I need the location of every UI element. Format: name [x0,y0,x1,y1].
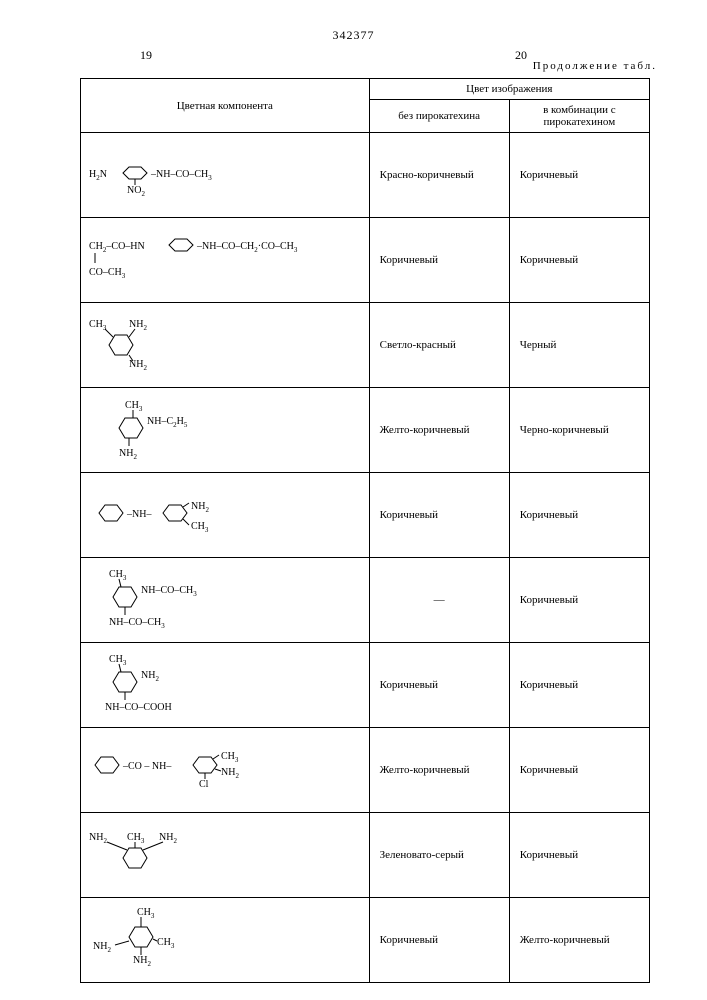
table-row: –NH– NH2 CH3 Коричневый Коричневый [81,473,650,558]
svg-text:CH3: CH3 [89,319,107,332]
cell-with: Коричневый [509,728,649,813]
svg-text:–CO – NH–: –CO – NH– [122,761,172,772]
svg-text:CH3: CH3 [137,907,155,920]
th-without: без пирокатехина [369,100,509,133]
chem-structure-icon: CH3 NH–CO–CH3 NH–CO–CH3 [89,567,269,633]
cell-without: Желто-коричневый [369,388,509,473]
svg-text:NH–CO–CH3: NH–CO–CH3 [109,617,165,630]
cell-without: Зеленовато-серый [369,813,509,898]
svg-text:CH3: CH3 [127,832,145,845]
svg-text:NH–CO–COOH: NH–CO–COOH [105,702,172,713]
formula-cell: CH2–CO–HN –NH–CO–CH2·CO–CH3 CO–CH3 [81,218,370,303]
formula-cell: CH3 NH–C2H5 NH2 [81,388,370,473]
svg-text:CH2–CO–HN: CH2–CO–HN [89,241,145,254]
formula-cell: NH2 CH3 NH2 [81,813,370,898]
formula-cell: –CO – NH– CH3 NH2 Cl [81,728,370,813]
th-image-color: Цвет изображения [369,79,649,100]
chem-structure-icon: CH3 NH2 NH–CO–COOH [89,652,269,718]
chem-structure-icon: CH3 NH2 NH2 [89,315,209,375]
svg-text:NH2: NH2 [159,832,177,845]
cell-with: Коричневый [509,218,649,303]
svg-text:NH2: NH2 [191,501,209,514]
chem-structure-icon: –NH– NH2 CH3 [89,489,289,541]
svg-text:NO2: NO2 [127,185,145,197]
table-row: CH3 NH2 NH2 Светло-красный Черный [81,303,650,388]
page-number-left: 19 [140,48,152,63]
chem-structure-icon: NH2 CH3 NH2 [89,828,249,882]
table-row: CH2–CO–HN –NH–CO–CH2·CO–CH3 CO–CH3 Корич… [81,218,650,303]
chem-structure-icon: H2N –NH–CO–CH3 NO2 [89,153,349,197]
table-row: CH3 NH–C2H5 NH2 Желто-коричневый Черно-к… [81,388,650,473]
svg-text:NH2: NH2 [141,670,159,683]
formula-cell: H2N –NH–CO–CH3 NO2 [81,133,370,218]
svg-text:–NH–CO–CH3: –NH–CO–CH3 [150,169,212,182]
svg-text:NH2: NH2 [89,832,107,845]
table-row: CH3 NH2 CH3 NH2 Коричневый Желто-коричне… [81,898,650,983]
cell-without: Светло-красный [369,303,509,388]
cell-with: Коричневый [509,813,649,898]
svg-text:NH–CO–CH3: NH–CO–CH3 [141,585,197,598]
table-row: –CO – NH– CH3 NH2 Cl Желто-коричневый Ко… [81,728,650,813]
svg-text:NH2: NH2 [221,767,239,780]
svg-text:H2N: H2N [89,169,107,182]
cell-with: Коричневый [509,133,649,218]
cell-with: Черно-коричневый [509,388,649,473]
cell-with: Коричневый [509,558,649,643]
cell-without: Коричневый [369,218,509,303]
th-with: в комбинации с пирокатехином [509,100,649,133]
svg-text:CH3: CH3 [191,521,209,534]
svg-text:CH3: CH3 [109,654,127,667]
cell-without: Коричневый [369,473,509,558]
page-number-right: 20 [515,48,527,63]
cell-without: Красно-коричневый [369,133,509,218]
svg-text:NH2: NH2 [133,955,151,968]
svg-text:CH3: CH3 [221,751,239,764]
chem-structure-icon: CH3 NH2 CH3 NH2 [89,905,249,975]
cell-without: Коричневый [369,898,509,983]
color-table: Цветная компонента Цвет изображения без … [80,78,650,983]
cell-without: Желто-коричневый [369,728,509,813]
svg-text:NH2: NH2 [119,448,137,461]
svg-text:CH3: CH3 [125,400,143,413]
formula-cell: CH3 NH2 NH2 [81,303,370,388]
cell-without: — [369,558,509,643]
cell-with: Желто-коричневый [509,898,649,983]
table-row: NH2 CH3 NH2 Зеленовато-серый Коричневый [81,813,650,898]
cell-without: Коричневый [369,643,509,728]
svg-text:CO–CH3: CO–CH3 [89,267,126,280]
svg-text:NH–C2H5: NH–C2H5 [147,416,188,429]
cell-with: Коричневый [509,473,649,558]
patent-page: 342377 19 20 Продолжение табл. Цветная к… [0,0,707,1000]
th-component: Цветная компонента [81,79,370,133]
svg-text:–NH–CO–CH2·CO–CH3: –NH–CO–CH2·CO–CH3 [196,241,298,254]
formula-cell: CH3 NH–CO–CH3 NH–CO–CH3 [81,558,370,643]
chem-structure-icon: –CO – NH– CH3 NH2 Cl [89,743,329,797]
formula-cell: CH3 NH2 NH–CO–COOH [81,643,370,728]
chem-structure-icon: CH2–CO–HN –NH–CO–CH2·CO–CH3 CO–CH3 [89,235,359,285]
continuation-label: Продолжение табл. [533,60,657,72]
svg-text:CH3: CH3 [157,937,175,950]
formula-cell: CH3 NH2 CH3 NH2 [81,898,370,983]
formula-cell: –NH– NH2 CH3 [81,473,370,558]
svg-text:NH2: NH2 [93,941,111,954]
svg-text:NH2: NH2 [129,319,147,332]
svg-text:CH3: CH3 [109,569,127,582]
document-number: 342377 [0,28,707,43]
table-row: CH3 NH2 NH–CO–COOH Коричневый Коричневый [81,643,650,728]
svg-text:–NH–: –NH– [126,509,152,520]
svg-text:Cl: Cl [199,779,209,790]
cell-with: Черный [509,303,649,388]
chem-structure-icon: CH3 NH–C2H5 NH2 [89,398,249,462]
table-row: CH3 NH–CO–CH3 NH–CO–CH3 — Коричневый [81,558,650,643]
cell-with: Коричневый [509,643,649,728]
svg-text:NH2: NH2 [129,359,147,372]
table-row: H2N –NH–CO–CH3 NO2 Красно-коричневый Кор… [81,133,650,218]
